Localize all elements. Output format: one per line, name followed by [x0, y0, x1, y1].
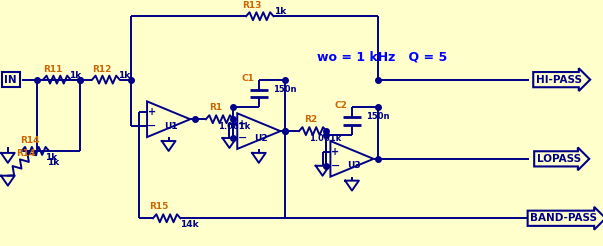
Text: U2: U2	[254, 134, 268, 142]
Text: −: −	[147, 121, 157, 131]
Text: U3: U3	[347, 161, 361, 170]
Text: wo = 1 kHz   Q = 5: wo = 1 kHz Q = 5	[317, 50, 447, 63]
Text: LOPASS: LOPASS	[537, 154, 581, 164]
Text: R15: R15	[149, 202, 168, 211]
Text: 1.061k: 1.061k	[309, 134, 341, 143]
Text: +: +	[331, 147, 339, 157]
Text: R14: R14	[16, 149, 36, 158]
Text: R1: R1	[209, 103, 223, 112]
Text: +: +	[238, 119, 246, 129]
Text: −: −	[330, 161, 340, 171]
Text: 150n: 150n	[273, 85, 296, 93]
Text: 1k: 1k	[45, 153, 57, 162]
Text: 1k: 1k	[69, 71, 81, 80]
Text: R14: R14	[20, 136, 39, 145]
Text: 150n: 150n	[365, 112, 389, 121]
Text: U1: U1	[164, 122, 177, 131]
Text: R11: R11	[43, 65, 63, 74]
Text: BAND-PASS: BAND-PASS	[530, 213, 597, 223]
Text: HI-PASS: HI-PASS	[536, 75, 582, 85]
Text: C2: C2	[334, 101, 347, 110]
Text: 1k: 1k	[47, 158, 59, 167]
Text: 1.061k: 1.061k	[218, 122, 250, 131]
Text: −: −	[238, 133, 247, 143]
Text: R12: R12	[92, 65, 112, 74]
Text: 1k: 1k	[274, 7, 286, 16]
Text: R2: R2	[305, 115, 317, 124]
Text: 14k: 14k	[180, 220, 199, 229]
Text: R13: R13	[242, 1, 262, 10]
Text: +: +	[148, 107, 156, 117]
Text: C1: C1	[241, 74, 254, 83]
Text: IN: IN	[4, 75, 17, 85]
Text: 1k: 1k	[118, 71, 130, 80]
